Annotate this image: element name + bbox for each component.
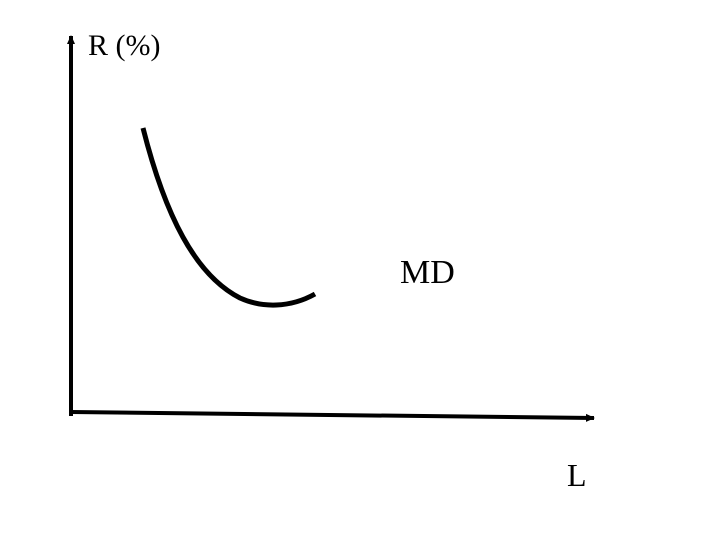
y-axis-label: R (%) bbox=[88, 29, 160, 62]
x-axis-label: L bbox=[567, 457, 587, 493]
md-curve bbox=[140, 127, 317, 308]
curve-label: MD bbox=[400, 254, 455, 291]
x-axis bbox=[70, 410, 595, 422]
